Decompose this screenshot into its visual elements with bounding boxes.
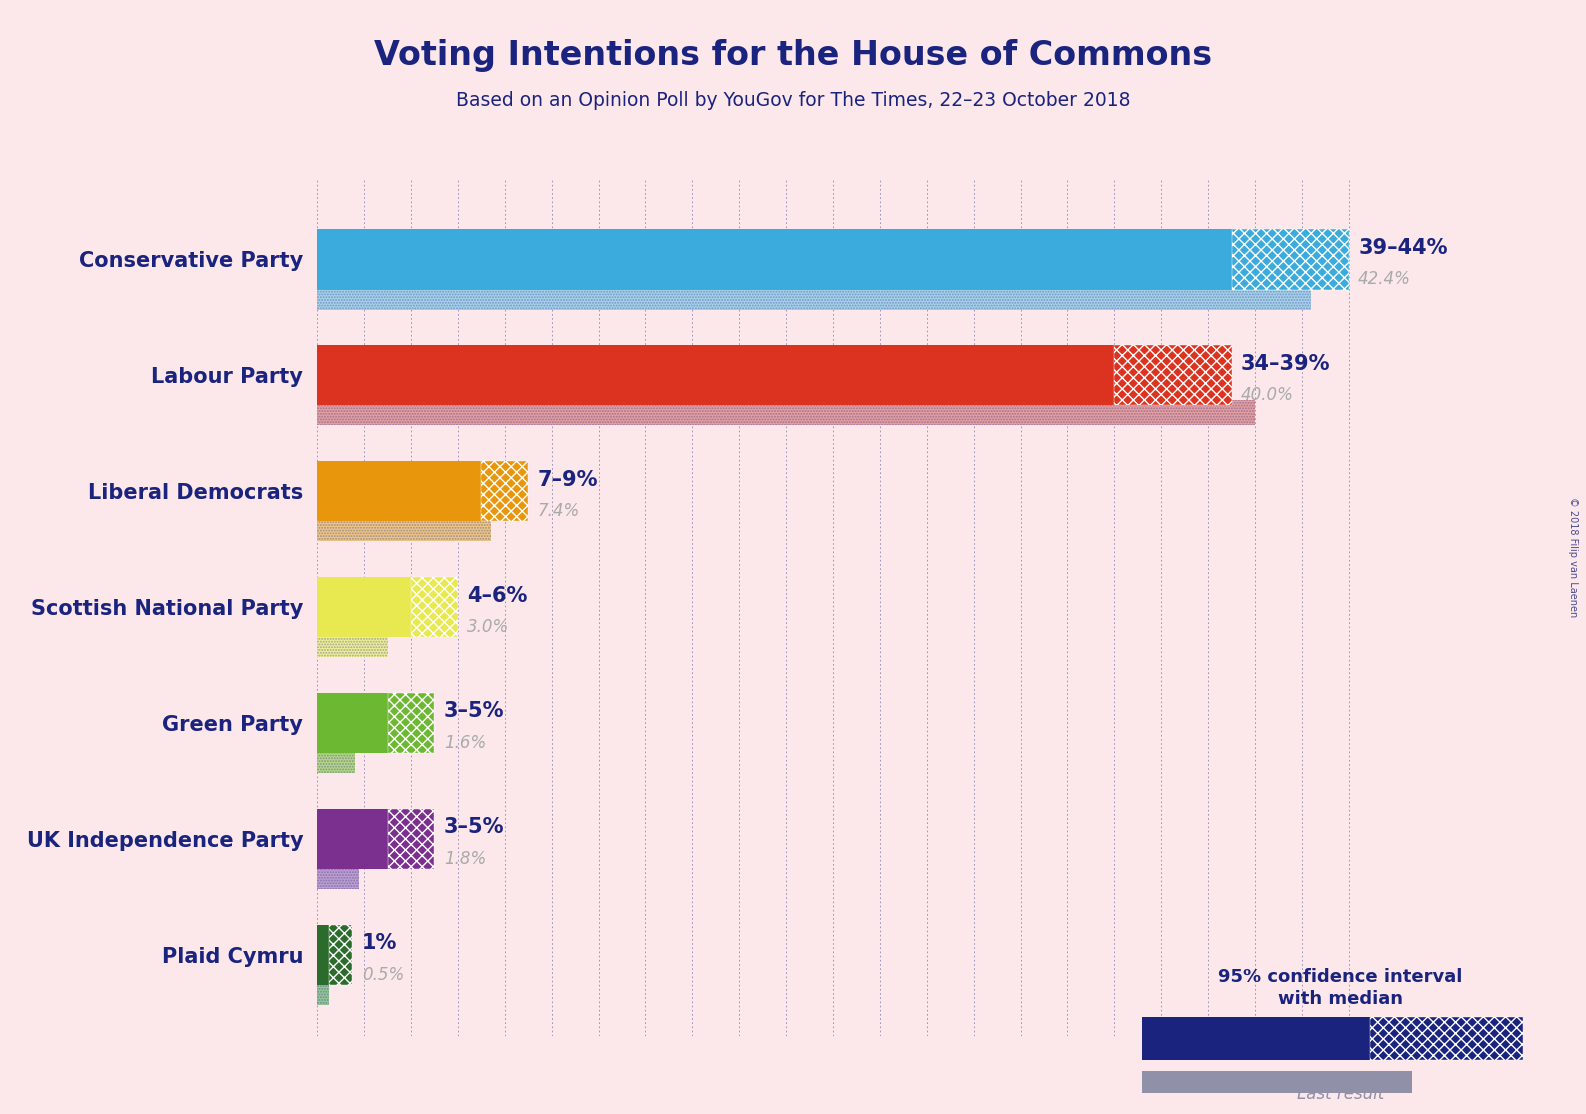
Bar <box>317 863 360 889</box>
Text: 95% confidence interval: 95% confidence interval <box>1218 968 1462 986</box>
Bar <box>317 693 387 753</box>
Bar <box>317 979 328 1005</box>
Text: 4–6%: 4–6% <box>468 586 528 606</box>
Text: Voting Intentions for the House of Commons: Voting Intentions for the House of Commo… <box>374 39 1212 72</box>
Text: Last result: Last result <box>1296 1085 1385 1103</box>
Bar <box>317 284 1312 310</box>
Bar <box>1370 1017 1523 1061</box>
Text: 0.5%: 0.5% <box>362 966 404 984</box>
Bar <box>328 925 352 985</box>
Bar <box>317 925 328 985</box>
Bar <box>317 345 1115 405</box>
Bar <box>317 577 411 637</box>
Bar <box>317 229 1232 290</box>
Bar <box>1142 1017 1370 1061</box>
Bar <box>317 516 490 541</box>
Text: 3–5%: 3–5% <box>444 702 504 722</box>
Text: with median: with median <box>1278 990 1402 1008</box>
Text: © 2018 Filip van Laenen: © 2018 Filip van Laenen <box>1569 497 1578 617</box>
Bar <box>317 809 387 869</box>
Text: 1.8%: 1.8% <box>444 850 485 868</box>
Text: 3.0%: 3.0% <box>468 618 509 636</box>
Bar <box>317 516 490 541</box>
Bar <box>317 461 481 521</box>
Bar <box>1232 229 1348 290</box>
Text: 1%: 1% <box>362 934 396 954</box>
Text: Based on an Opinion Poll by YouGov for The Times, 22–23 October 2018: Based on an Opinion Poll by YouGov for T… <box>455 91 1131 110</box>
Text: 40.0%: 40.0% <box>1240 387 1294 404</box>
Bar <box>317 863 360 889</box>
Bar <box>387 809 435 869</box>
Text: 7–9%: 7–9% <box>538 470 598 490</box>
Bar <box>481 461 528 521</box>
Bar <box>317 284 1312 310</box>
Bar <box>411 577 458 637</box>
Bar <box>387 693 435 753</box>
Bar <box>317 747 355 773</box>
Bar <box>317 632 387 657</box>
Text: 34–39%: 34–39% <box>1240 354 1331 373</box>
Bar <box>1115 345 1232 405</box>
Text: 7.4%: 7.4% <box>538 502 580 520</box>
Text: 42.4%: 42.4% <box>1358 270 1412 289</box>
Bar <box>1142 1071 1412 1093</box>
Bar <box>317 400 1255 426</box>
Bar <box>317 400 1255 426</box>
Text: 39–44%: 39–44% <box>1358 237 1448 257</box>
Text: 3–5%: 3–5% <box>444 818 504 838</box>
Text: 1.6%: 1.6% <box>444 734 485 752</box>
Bar <box>317 747 355 773</box>
Bar <box>317 979 328 1005</box>
Bar <box>317 632 387 657</box>
